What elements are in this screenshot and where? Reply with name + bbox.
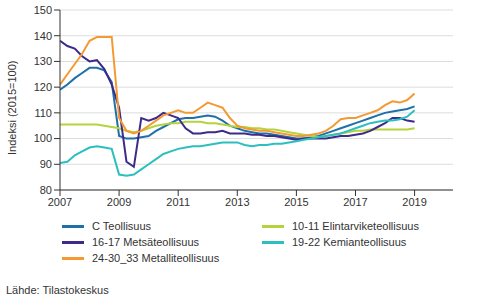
html-text:10-11 Elintarviketeollisuus: 10-11 Elintarviketeollisuus — [292, 220, 419, 232]
svg-text:2017: 2017 — [343, 196, 367, 208]
svg-text:Indeksi (2015=100): Indeksi (2015=100) — [8, 61, 18, 155]
svg-text:150: 150 — [34, 4, 52, 16]
svg-text:2013: 2013 — [225, 196, 249, 208]
svg-text:2011: 2011 — [166, 196, 190, 208]
svg-text:2019: 2019 — [402, 196, 426, 208]
svg-text:80: 80 — [40, 184, 52, 196]
html-text:16-17 Metsäteollisuus: 16-17 Metsäteollisuus — [92, 236, 199, 248]
svg-text:100: 100 — [34, 132, 52, 144]
svg-text:2009: 2009 — [107, 196, 131, 208]
svg-text:90: 90 — [40, 158, 52, 170]
svg-text:130: 130 — [34, 55, 52, 67]
svg-text:2007: 2007 — [48, 196, 72, 208]
svg-text:120: 120 — [34, 81, 52, 93]
html-text:19-22 Kemianteollisuus: 19-22 Kemianteollisuus — [292, 236, 407, 248]
svg-text:2015: 2015 — [284, 196, 308, 208]
html-text:Lähde: Tilastokeskus: Lähde: Tilastokeskus — [6, 284, 109, 296]
html-text:24-30_33 Metalliteollisuus: 24-30_33 Metalliteollisuus — [92, 252, 220, 264]
html-text:C Teollisuus: C Teollisuus — [92, 220, 152, 232]
svg-text:110: 110 — [34, 107, 52, 119]
svg-text:140: 140 — [34, 30, 52, 42]
